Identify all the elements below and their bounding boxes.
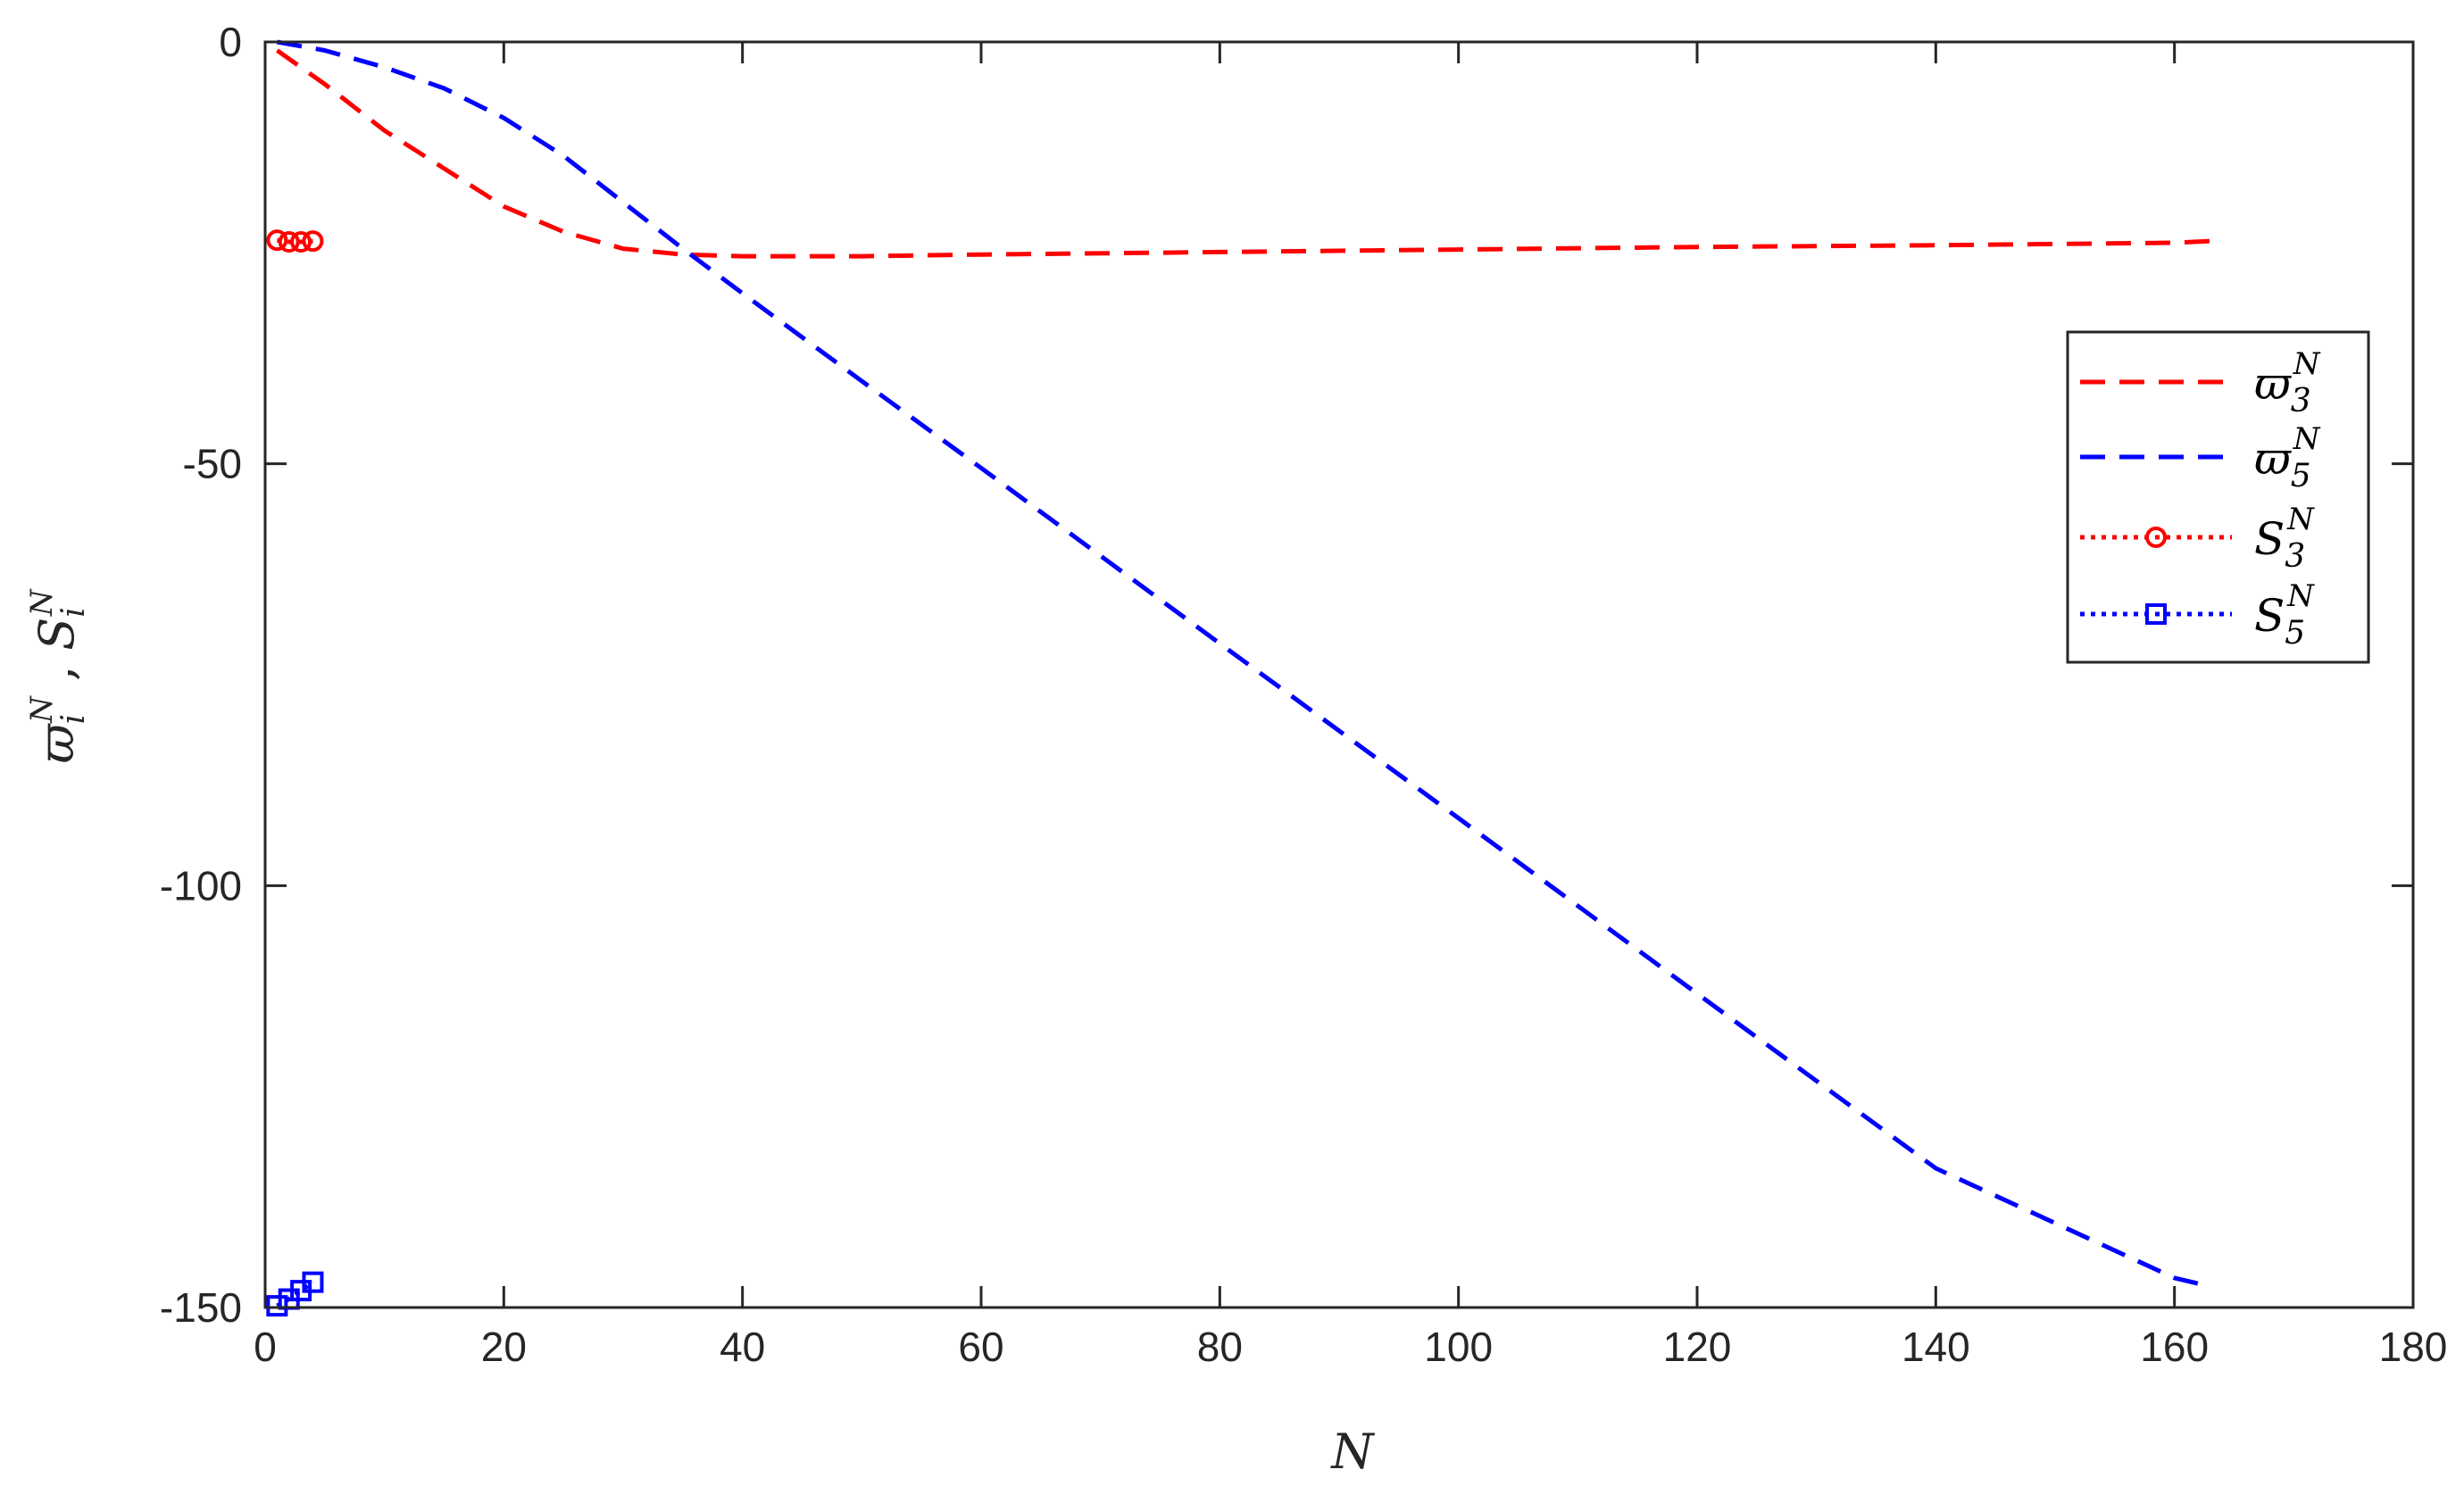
x-tick-label-2: 40 (720, 1324, 765, 1370)
x-tick-label-3: 60 (958, 1324, 1003, 1370)
series-line-2 (277, 237, 313, 245)
x-tick-label-1: 20 (481, 1324, 527, 1370)
y-tick-label-1: -50 (183, 441, 242, 487)
x-tick-label-0: 0 (254, 1324, 277, 1370)
y-axis-title-base: ϖ (29, 723, 85, 764)
legend-label-s5-base: S (2254, 590, 2285, 642)
plot-frame (263, 40, 2415, 1309)
series-2-point-3 (302, 230, 324, 253)
legend-entry-varpi5: ϖ5N (2080, 421, 2321, 494)
y-axis-title-base2: S (29, 618, 85, 651)
x-tick-label-8: 160 (2140, 1324, 2209, 1370)
legend-label-s3-sub: 3 (2285, 538, 2305, 575)
svg-text:ϖiN , SiN: ϖiN , SiN (24, 588, 92, 763)
series-line-1 (276, 39, 2211, 1289)
legend: ϖ3N ϖ5N S3N S5N (2066, 330, 2370, 664)
y-axis-title-sep: , (29, 651, 85, 697)
x-tick-label-6: 120 (1663, 1324, 1732, 1370)
legend-marker-s5 (2145, 603, 2167, 625)
series-3-point-0 (266, 1295, 288, 1317)
svg-text:S5N: S5N (2254, 578, 2315, 652)
legend-label-s3-base: S (2254, 513, 2285, 565)
svg-text:ϖ3N: ϖ3N (2254, 346, 2321, 419)
y-axis-title-sub: i (55, 714, 92, 725)
svg-text:ϖ5N: ϖ5N (2254, 421, 2321, 494)
legend-entry-s5: S5N (2080, 578, 2315, 652)
series-line-3 (276, 1280, 314, 1308)
axes (263, 40, 2415, 1309)
x-axis-title: N (1329, 1424, 1375, 1480)
legend-label-varpi5-base: ϖ (2254, 433, 2292, 485)
series-2-point-2 (290, 231, 312, 253)
y-axis-title: ϖiN , SiN (24, 588, 92, 763)
y-tick-label-2: -100 (160, 862, 242, 909)
legend-marker-s3 (2145, 527, 2167, 548)
plot-area (266, 39, 2211, 1317)
legend-label-varpi5-sup: N (2293, 421, 2321, 457)
series-3-point-3 (302, 1271, 324, 1293)
svg-text:S3N: S3N (2254, 502, 2315, 575)
series-2-point-1 (278, 231, 300, 253)
y-axis-title-sup2: N (24, 588, 60, 617)
legend-label-s5-sub: 5 (2285, 615, 2305, 652)
series-2-point-0 (266, 229, 288, 252)
legend-entry-varpi3: ϖ3N (2080, 346, 2321, 419)
legend-label-varpi3-sup: N (2293, 346, 2321, 382)
x-tick-label-5: 100 (1424, 1324, 1493, 1370)
legend-label-varpi3-sub: 3 (2291, 383, 2311, 419)
legend-label-varpi5-sub: 5 (2291, 458, 2311, 494)
y-tick-label-3: -150 (160, 1284, 242, 1331)
y-axis-title-sub2: i (55, 607, 92, 618)
legend-label-varpi3-base: ϖ (2254, 358, 2292, 410)
ticks: 0 20 40 60 80 100 120 140 160 180 0 -50 -100 -150 (160, 19, 2447, 1370)
x-tick-label-9: 180 (2379, 1324, 2448, 1370)
x-tick-label-4: 80 (1197, 1324, 1243, 1370)
legend-box (2066, 330, 2370, 664)
x-tick-label-7: 140 (1902, 1324, 1970, 1370)
y-axis-title-sup: N (24, 695, 60, 724)
legend-entry-s3: S3N (2080, 502, 2315, 575)
series-line-0 (275, 48, 2210, 259)
legend-label-s3-sup: N (2286, 502, 2315, 537)
legend-label-s5-sup: N (2286, 578, 2315, 614)
y-tick-label-0: 0 (219, 19, 242, 65)
